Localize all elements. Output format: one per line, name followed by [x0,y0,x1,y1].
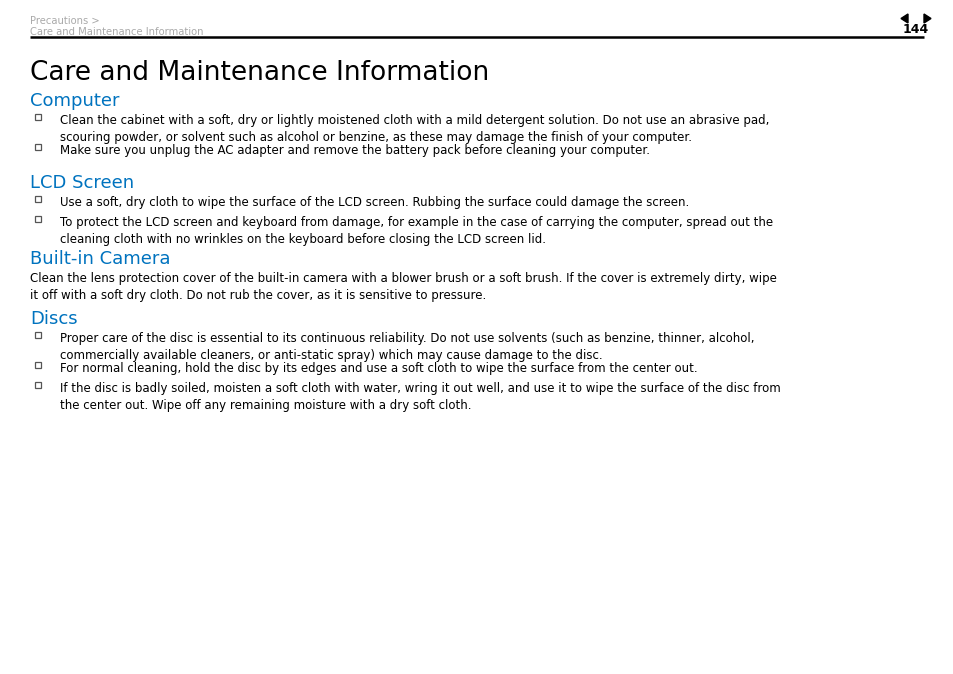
Bar [35,115,41,120]
Text: If the disc is badly soiled, moisten a soft cloth with water, wring it out well,: If the disc is badly soiled, moisten a s… [60,382,780,412]
Polygon shape [923,14,930,23]
Bar [35,382,41,388]
Bar [35,332,41,338]
Text: Computer: Computer [30,92,119,110]
Text: Discs: Discs [30,310,77,328]
Text: For normal cleaning, hold the disc by its edges and use a soft cloth to wipe the: For normal cleaning, hold the disc by it… [60,362,697,375]
Text: LCD Screen: LCD Screen [30,174,134,192]
Text: Clean the lens protection cover of the built-in camera with a blower brush or a : Clean the lens protection cover of the b… [30,272,776,303]
Bar [35,196,41,202]
Bar [35,362,41,368]
Text: Precautions >: Precautions > [30,16,99,26]
Text: Clean the cabinet with a soft, dry or lightly moistened cloth with a mild deterg: Clean the cabinet with a soft, dry or li… [60,114,768,144]
Polygon shape [900,14,907,23]
Bar [35,216,41,222]
Text: Care and Maintenance Information: Care and Maintenance Information [30,27,203,37]
Text: Proper care of the disc is essential to its continuous reliability. Do not use s: Proper care of the disc is essential to … [60,332,754,363]
Text: Built-in Camera: Built-in Camera [30,250,171,268]
Text: Make sure you unplug the AC adapter and remove the battery pack before cleaning : Make sure you unplug the AC adapter and … [60,144,649,157]
Text: Care and Maintenance Information: Care and Maintenance Information [30,60,489,86]
Text: Use a soft, dry cloth to wipe the surface of the LCD screen. Rubbing the surface: Use a soft, dry cloth to wipe the surfac… [60,196,688,209]
Text: 144: 144 [902,23,928,36]
Text: To protect the LCD screen and keyboard from damage, for example in the case of c: To protect the LCD screen and keyboard f… [60,216,772,247]
Bar [35,144,41,150]
